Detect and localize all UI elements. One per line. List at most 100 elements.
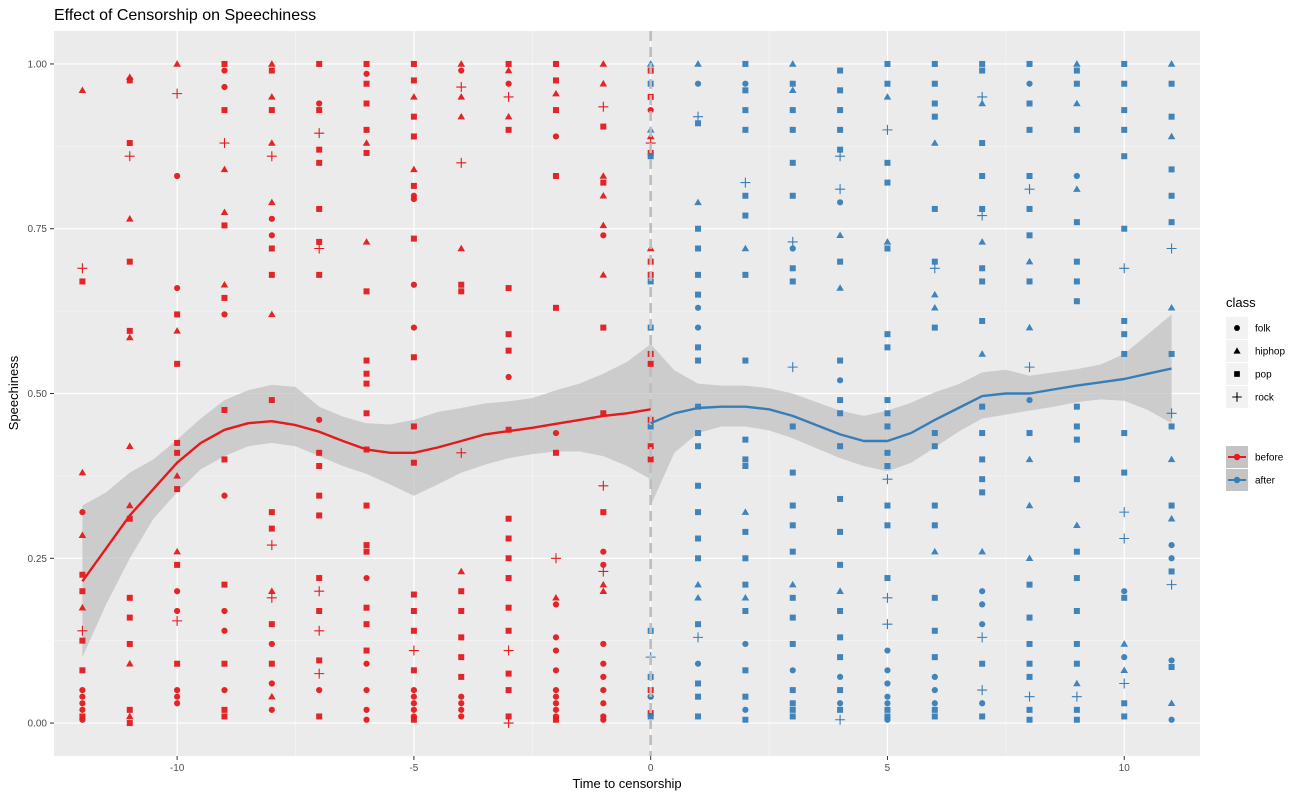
point-after-square [789, 126, 796, 133]
point-before-circle [410, 693, 418, 700]
point-after-square [742, 87, 749, 94]
point-after-circle [789, 667, 796, 674]
point-before-plus [266, 151, 277, 162]
legend-key-pop [1234, 371, 1240, 377]
point-after-square [1168, 664, 1175, 671]
point-before-circle [174, 172, 181, 180]
point-before-triangle [599, 587, 608, 594]
point-before-circle [363, 716, 370, 723]
point-after-plus [693, 632, 704, 643]
point-before-square [221, 581, 228, 588]
point-after-square [1073, 640, 1080, 647]
point-after-square [1073, 67, 1080, 74]
point-before-triangle [125, 712, 134, 720]
point-after-square [1026, 232, 1033, 239]
point-before-triangle [457, 93, 466, 100]
point-before-square [126, 140, 133, 147]
point-after-square [742, 192, 749, 199]
point-after-square [1026, 430, 1033, 437]
confidence-ribbons [82, 314, 1172, 658]
point-after-square [742, 693, 749, 700]
point-after-square [931, 100, 938, 107]
point-before-circle [600, 673, 607, 681]
point-after-square [695, 509, 702, 516]
point-after-triangle [1073, 679, 1081, 687]
point-after-triangle [1120, 666, 1129, 674]
point-after-square [884, 449, 891, 456]
point-after-square [884, 502, 891, 509]
point-after-square [1026, 60, 1033, 67]
legend-label-folk: folk [1255, 324, 1272, 335]
point-before-triangle [362, 139, 371, 146]
x-tick-label: 10 [1119, 763, 1131, 774]
point-after-square [742, 528, 749, 535]
point-after-square [1026, 126, 1033, 133]
point-before-square [268, 397, 275, 404]
point-after-square [979, 660, 986, 667]
point-after-square [884, 463, 891, 469]
point-after-circle [694, 304, 702, 311]
point-before-plus [598, 480, 609, 491]
point-after-square [1073, 80, 1080, 87]
point-before-triangle [504, 112, 513, 120]
point-before-square [268, 271, 275, 278]
point-after-square [789, 640, 796, 647]
point-before-square [221, 706, 228, 713]
point-before-circle [268, 680, 275, 687]
point-after-square [1026, 100, 1033, 107]
point-after-square [884, 245, 891, 252]
point-before-circle [363, 706, 370, 713]
point-before-square [363, 604, 370, 611]
point-after-triangle [978, 99, 986, 107]
point-after-square [1168, 568, 1175, 575]
point-after-square [837, 87, 844, 94]
point-after-triangle [1120, 640, 1129, 647]
legend-key-rock [1232, 392, 1242, 402]
point-after-square [789, 522, 796, 529]
point-before-square [174, 311, 181, 318]
point-before-triangle [552, 594, 560, 601]
point-before-square [363, 410, 370, 417]
point-before-square [363, 126, 370, 133]
legend-label-after: after [1255, 476, 1276, 487]
point-before-plus [503, 645, 514, 656]
point-after-triangle [1025, 554, 1034, 562]
point-after-square [742, 126, 749, 133]
point-after-circle [1026, 80, 1033, 87]
point-before-triangle [362, 238, 371, 245]
point-after-square [742, 456, 749, 463]
point-after-square [695, 535, 702, 542]
point-after-plus [882, 619, 893, 630]
point-after-plus [1166, 408, 1177, 419]
point-after-triangle [694, 594, 702, 601]
point-before-circle [316, 100, 323, 107]
point-after-circle [694, 80, 702, 87]
point-after-circle [1121, 588, 1128, 595]
x-axis-ticks: -10 -5 0 5 10 [170, 756, 1130, 774]
point-before-square [505, 285, 512, 292]
point-after-plus [835, 151, 846, 162]
point-after-triangle [1025, 257, 1034, 265]
point-before-square [363, 502, 370, 509]
point-after-plus [977, 632, 988, 643]
point-after-square [695, 680, 702, 687]
point-after-triangle [788, 86, 797, 94]
point-before-square [600, 179, 607, 186]
y-tick-label: 0.00 [28, 719, 48, 730]
point-before-circle [79, 700, 86, 707]
point-after-circle [884, 700, 891, 707]
point-before-square [505, 347, 512, 354]
point-after-square [1026, 278, 1033, 285]
point-before-circle [458, 67, 465, 74]
point-after-square [884, 179, 891, 186]
point-before-square [458, 288, 465, 295]
point-after-square [837, 397, 844, 404]
point-before-circle [410, 706, 418, 713]
point-before-circle [174, 693, 181, 700]
point-before-square [126, 706, 133, 713]
point-before-circle [316, 686, 323, 694]
point-before-square [505, 687, 512, 694]
point-before-square [363, 647, 370, 654]
point-before-circle [174, 686, 181, 694]
point-before-square [505, 331, 512, 338]
